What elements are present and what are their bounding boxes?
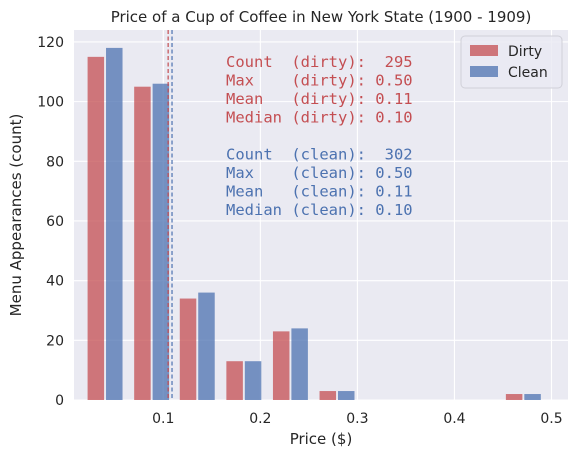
legend-label-dirty: Dirty bbox=[508, 44, 542, 60]
bar-clean bbox=[291, 328, 307, 400]
bar-clean bbox=[198, 293, 214, 400]
bar-clean bbox=[245, 361, 261, 400]
annotation-line: Mean (clean): 0.11 bbox=[226, 183, 413, 201]
bar-dirty bbox=[88, 57, 104, 400]
annotation-line: Median (dirty): 0.10 bbox=[226, 109, 413, 127]
annotation-line: Median (clean): 0.10 bbox=[226, 201, 413, 219]
x-tick-labels: 0.1 0.2 0.3 0.4 0.5 bbox=[152, 411, 562, 427]
chart-title: Price of a Cup of Coffee in New York Sta… bbox=[111, 8, 532, 26]
legend-swatch-clean bbox=[470, 66, 498, 77]
bar-dirty bbox=[506, 394, 522, 400]
y-tick-label: 60 bbox=[46, 214, 64, 230]
x-tick-label: 0.1 bbox=[152, 411, 174, 427]
x-axis-label: Price ($) bbox=[290, 430, 353, 448]
y-tick-labels: 0 20 40 60 80 100 120 bbox=[37, 35, 64, 409]
y-tick-label: 0 bbox=[55, 393, 64, 409]
legend: Dirty Clean bbox=[461, 36, 562, 88]
y-axis-label: Menu Appearances (count) bbox=[7, 114, 25, 317]
bar-clean bbox=[106, 48, 122, 400]
x-tick-label: 0.4 bbox=[443, 411, 465, 427]
bar-dirty bbox=[273, 331, 289, 400]
bar-dirty bbox=[320, 391, 336, 400]
annotation-line: Max (clean): 0.50 bbox=[226, 164, 413, 182]
annotation-line: Max (dirty): 0.50 bbox=[226, 72, 413, 90]
y-tick-label: 20 bbox=[46, 333, 64, 349]
annotation-line: Count (clean): 302 bbox=[226, 146, 413, 164]
bar-clean bbox=[524, 394, 540, 400]
bar-dirty bbox=[226, 361, 242, 400]
x-tick-label: 0.3 bbox=[346, 411, 368, 427]
annotation-line: Mean (dirty): 0.11 bbox=[226, 90, 413, 108]
y-tick-label: 40 bbox=[46, 274, 64, 290]
x-tick-label: 0.5 bbox=[540, 411, 562, 427]
bar-dirty bbox=[134, 87, 150, 400]
legend-label-clean: Clean bbox=[508, 65, 548, 81]
y-tick-label: 100 bbox=[37, 95, 64, 111]
bar-dirty bbox=[180, 299, 196, 400]
y-tick-label: 120 bbox=[37, 35, 64, 51]
legend-swatch-dirty bbox=[470, 45, 498, 56]
annotation-line: Count (dirty): 295 bbox=[226, 53, 413, 71]
y-tick-label: 80 bbox=[46, 154, 64, 170]
x-tick-label: 0.2 bbox=[249, 411, 271, 427]
bar-clean bbox=[153, 84, 169, 400]
bar-clean bbox=[338, 391, 354, 400]
